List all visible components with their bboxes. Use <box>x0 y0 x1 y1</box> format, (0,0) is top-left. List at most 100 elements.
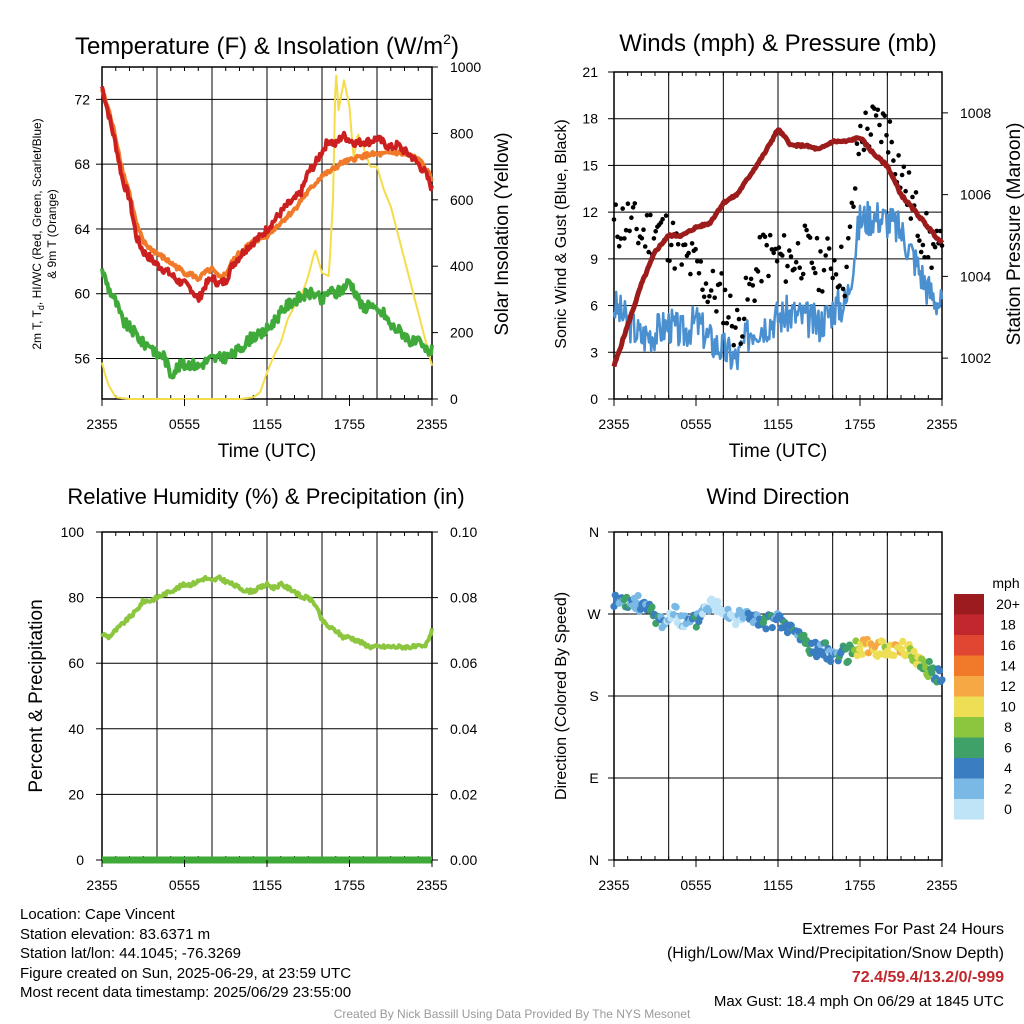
gust-point <box>799 276 804 281</box>
gust-point <box>707 294 712 299</box>
gust-point <box>660 216 665 222</box>
extremes-title: Extremes For Past 24 Hours <box>802 921 1004 938</box>
humidity-y-tick-label: 60 <box>68 655 84 671</box>
gust-point <box>828 266 834 272</box>
gust-point <box>679 262 684 267</box>
gust-point <box>821 267 827 273</box>
gust-point <box>885 150 891 155</box>
insolation-y-axis-label: Solar Insolation (Yellow) <box>492 132 513 335</box>
colorbar-swatch <box>954 696 984 717</box>
temperature-y-tick-label: 64 <box>74 221 90 237</box>
gust-point <box>698 259 704 264</box>
gust-point <box>813 270 818 276</box>
gust-point <box>839 244 844 250</box>
wind-direction-point <box>827 657 835 666</box>
gust-point <box>705 299 710 305</box>
gust-point <box>757 234 763 240</box>
insolation-y-tick-label: 800 <box>450 125 474 141</box>
gust-point <box>717 281 723 287</box>
extremes-subtitle: (High/Low/Max Wind/Precipitation/Snow De… <box>666 945 1004 962</box>
gust-point <box>729 323 735 329</box>
gust-point <box>675 242 681 247</box>
wind-direction-point <box>768 624 776 632</box>
gust-point <box>868 132 874 137</box>
gust-point <box>651 236 657 241</box>
gust-point <box>856 151 861 157</box>
gust-point <box>764 242 769 248</box>
pressure-y-tick-label: 1004 <box>960 268 991 284</box>
gust-point <box>795 241 801 246</box>
gust-point <box>733 325 738 330</box>
colorbar-label: 12 <box>1000 678 1016 694</box>
dewpoint-line <box>100 268 434 380</box>
humidity-x-tick-label: 2355 <box>416 877 447 893</box>
wind-y-tick-label: 12 <box>582 204 598 220</box>
gust-point <box>615 234 620 240</box>
gust-point <box>701 294 707 300</box>
colorbar-swatch <box>954 655 984 676</box>
wind-y-tick-label: 9 <box>590 251 598 267</box>
temperature-x-axis-label: Time (UTC) <box>218 441 317 462</box>
colorbar-swatch <box>954 737 984 758</box>
temperature-y-tick-label: 72 <box>74 91 90 107</box>
gust-point <box>920 242 926 248</box>
temperature-y-tick-label: 60 <box>74 286 90 302</box>
gust-point <box>769 247 775 252</box>
gust-point <box>734 307 740 313</box>
insolation-y-tick-label: 1000 <box>450 59 481 75</box>
gust-point <box>809 260 815 266</box>
gust-point <box>939 243 945 248</box>
gust-point <box>740 334 745 339</box>
gust-point <box>653 229 658 234</box>
gust-point <box>710 268 716 274</box>
gust-point <box>627 228 632 234</box>
pressure-y-tick-label: 1008 <box>960 105 991 121</box>
gust-point <box>807 235 813 240</box>
gust-point <box>901 164 907 170</box>
gust-point <box>642 244 648 249</box>
gust-point <box>632 201 638 206</box>
wind-y-tick-label: 0 <box>590 391 598 407</box>
wind-direction-point <box>844 657 852 665</box>
direction-y-axis-label: Direction (Colored By Speed) <box>553 592 570 800</box>
wind-direction-point <box>672 603 680 611</box>
gust-point <box>906 170 912 175</box>
temperature-x-tick-label: 0555 <box>169 416 200 432</box>
gust-point <box>873 113 879 118</box>
gust-point <box>800 271 806 277</box>
gust-point <box>858 123 863 129</box>
gust-point <box>618 236 624 241</box>
gust-point <box>854 141 860 146</box>
wind-y-tick-label: 18 <box>582 111 598 127</box>
colorbar-swatch <box>954 676 984 697</box>
gust-point <box>787 248 792 253</box>
gust-point <box>884 133 889 138</box>
gust-point <box>863 110 868 116</box>
gust-point <box>840 286 846 292</box>
max-gust-text: Max Gust: 18.4 mph On 06/29 at 1845 UTC <box>713 993 1004 1010</box>
colorbar-swatch <box>954 717 984 738</box>
gust-point <box>767 232 773 238</box>
humidity-y-tick-label: 0 <box>76 852 84 868</box>
gust-point <box>646 249 651 255</box>
relative-humidity-line <box>100 574 434 651</box>
gust-point <box>755 269 761 274</box>
gust-point <box>891 158 896 163</box>
wind-direction-point <box>648 603 656 611</box>
gust-point <box>714 309 719 314</box>
gust-point <box>613 202 618 207</box>
gust-point <box>780 253 785 258</box>
gust-point <box>818 249 823 254</box>
precipitation-y-tick-label: 0.06 <box>450 655 477 671</box>
gust-point <box>820 289 825 294</box>
gust-point <box>776 245 782 250</box>
gust-point <box>811 265 816 271</box>
humidity-y-tick-label: 100 <box>61 524 85 540</box>
colorbar-swatch <box>954 758 984 779</box>
gust-point <box>641 227 646 232</box>
gust-point <box>738 341 743 347</box>
gust-point <box>832 258 837 263</box>
temperature-2m-line <box>100 85 434 303</box>
wind-direction-point <box>925 657 933 666</box>
